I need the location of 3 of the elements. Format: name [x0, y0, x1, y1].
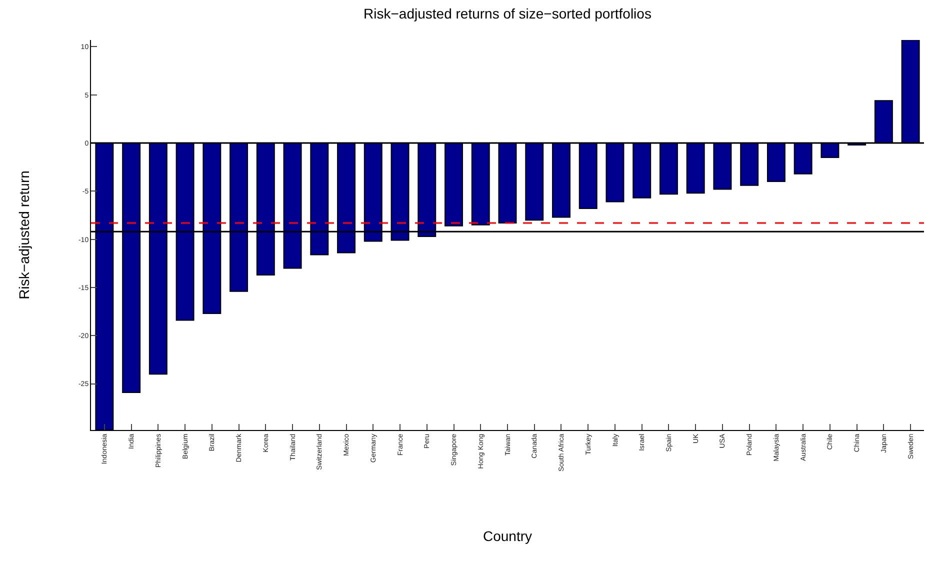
- x-axis-title: Country: [482, 528, 532, 544]
- chart-title: Risk−adjusted returns of size−sorted portfolios: [364, 5, 652, 22]
- y-axis-title: Risk−adjusted return: [16, 170, 32, 300]
